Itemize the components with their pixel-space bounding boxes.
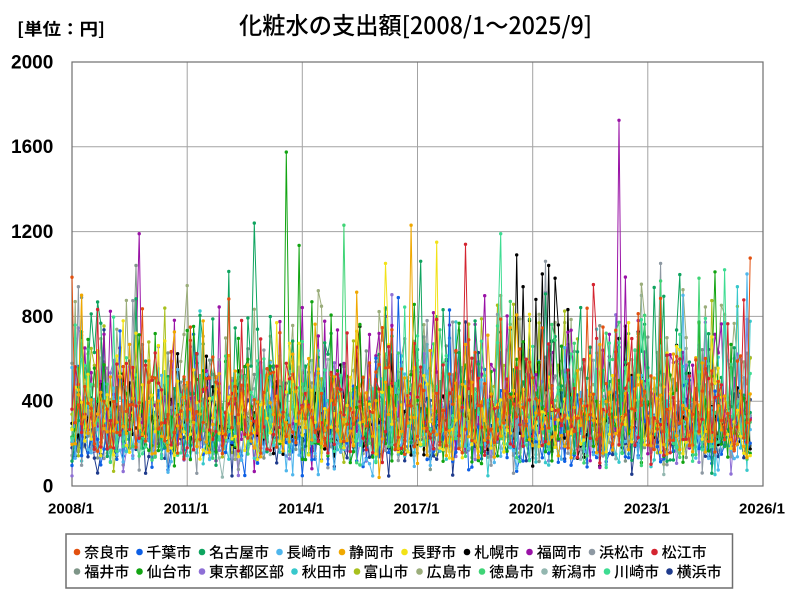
svg-text:2000: 2000: [11, 52, 53, 73]
svg-text:2026/1: 2026/1: [739, 501, 785, 518]
svg-text:2020/1: 2020/1: [509, 501, 555, 518]
svg-text:0: 0: [43, 476, 54, 497]
svg-text:1200: 1200: [11, 222, 53, 243]
svg-text:2023/1: 2023/1: [624, 501, 670, 518]
svg-text:800: 800: [22, 307, 54, 328]
svg-text:400: 400: [22, 392, 54, 413]
svg-text:2008/1: 2008/1: [48, 501, 94, 518]
svg-text:2017/1: 2017/1: [394, 501, 440, 518]
svg-text:2014/1: 2014/1: [278, 501, 324, 518]
svg-text:2011/1: 2011/1: [164, 501, 209, 518]
svg-text:1600: 1600: [11, 137, 53, 158]
